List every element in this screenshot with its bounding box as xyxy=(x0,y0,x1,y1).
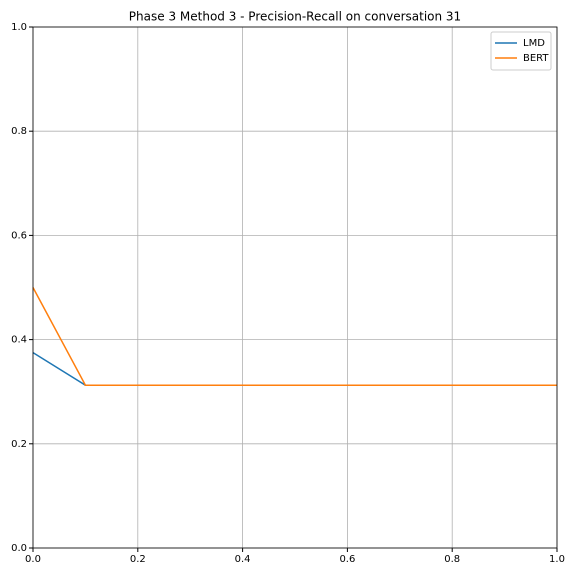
x-tick-label: 0.2 xyxy=(130,554,146,565)
x-tick-label: 0.4 xyxy=(235,554,251,565)
y-tick-label: 0.0 xyxy=(11,543,27,554)
x-tick-label: 0.8 xyxy=(444,554,460,565)
y-tick-label: 0.2 xyxy=(11,439,27,450)
y-tick-label: 0.6 xyxy=(11,230,27,241)
legend: LMD BERT xyxy=(490,31,552,71)
y-tick-label: 0.8 xyxy=(11,126,27,137)
y-tick-label: 0.4 xyxy=(11,335,27,346)
plot-frame xyxy=(32,26,558,549)
x-tick-label: 0.0 xyxy=(25,554,41,565)
legend-label: BERT xyxy=(523,53,549,64)
line xyxy=(32,287,557,386)
y-tick-label: 1.0 xyxy=(11,22,27,33)
chart-title: Phase 3 Method 3 - Precision-Recall on c… xyxy=(129,10,461,24)
x-tick-label: 1.0 xyxy=(549,554,565,565)
legend-label: LMD xyxy=(523,38,545,49)
legend-box xyxy=(490,31,552,71)
line xyxy=(32,351,557,386)
x-tick-label: 0.6 xyxy=(339,554,355,565)
